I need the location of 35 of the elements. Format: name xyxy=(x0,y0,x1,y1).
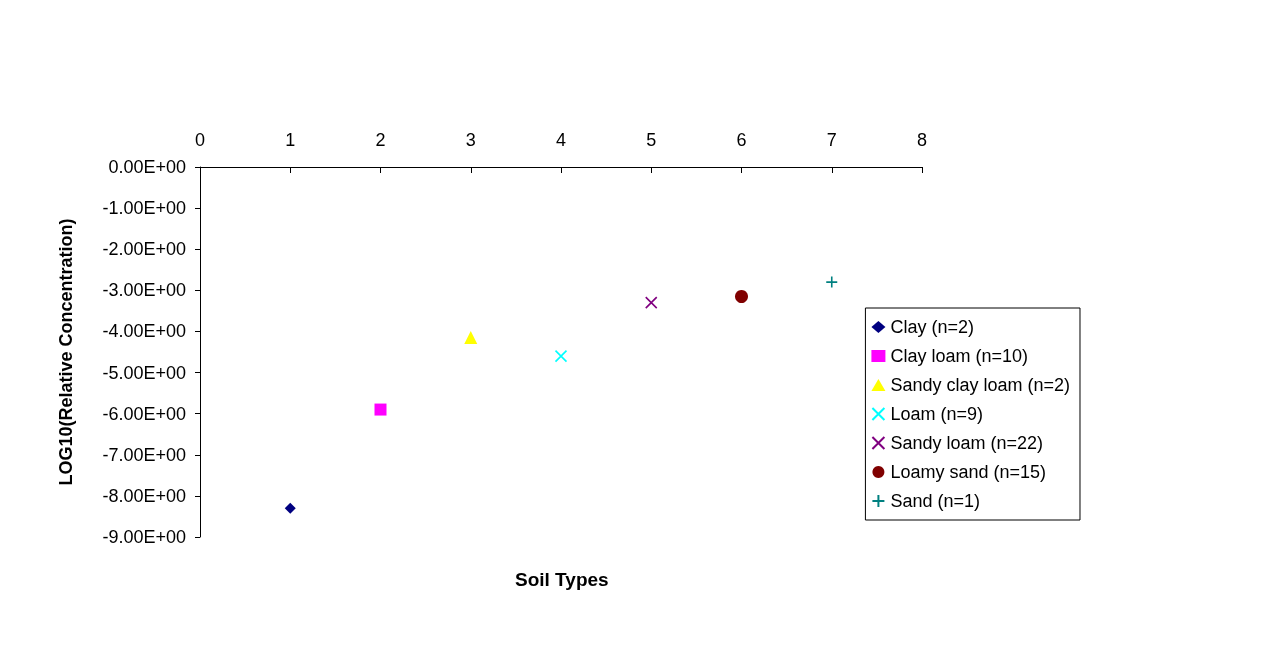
x-tick-label: 1 xyxy=(285,130,296,150)
y-tick-label: -2.00E+00 xyxy=(102,239,186,260)
point xyxy=(735,290,748,303)
point xyxy=(554,349,568,363)
y-tick-label: -7.00E+00 xyxy=(102,444,186,465)
y-tick-label: -3.00E+00 xyxy=(102,280,186,301)
x-tick-label: 3 xyxy=(465,130,476,150)
legend-label: Loam (n=9) xyxy=(890,404,983,424)
y-tick-label: -6.00E+00 xyxy=(102,403,186,424)
point xyxy=(825,275,839,289)
y-tick-label: -5.00E+00 xyxy=(102,362,186,383)
x-tick-label: 7 xyxy=(826,130,837,150)
point xyxy=(464,331,478,345)
y-tick-label: -4.00E+00 xyxy=(102,321,186,342)
legend-label: Sandy loam (n=22) xyxy=(890,433,1044,453)
x-axis-title: Soil Types xyxy=(515,569,609,590)
y-axis-title: LOG10(Relative Concentration) xyxy=(56,218,76,486)
y-tick-label: 0.00E+00 xyxy=(108,157,186,177)
y-tick-label: -1.00E+00 xyxy=(102,198,186,219)
x-tick-label: 5 xyxy=(646,130,657,150)
point xyxy=(374,403,387,416)
point xyxy=(644,296,658,309)
legend-label: Clay (n=2) xyxy=(890,317,974,337)
x-tick-label: 8 xyxy=(916,130,928,150)
x-tick-label: 6 xyxy=(736,130,747,150)
legend-label: Sandy clay loam (n=2) xyxy=(890,375,1071,395)
legend-label: Clay loam (n=10) xyxy=(890,346,1028,366)
x-tick-label: 2 xyxy=(375,130,386,150)
legend-label: Sand (n=1) xyxy=(890,491,980,511)
x-tick-label: 0 xyxy=(194,130,206,150)
legend-label: Loamy sand (n=15) xyxy=(890,462,1047,482)
point xyxy=(284,502,296,514)
y-tick-label: -9.00E+00 xyxy=(102,527,186,547)
y-tick-label: -8.00E+00 xyxy=(102,485,186,506)
x-tick-label: 4 xyxy=(555,130,567,150)
